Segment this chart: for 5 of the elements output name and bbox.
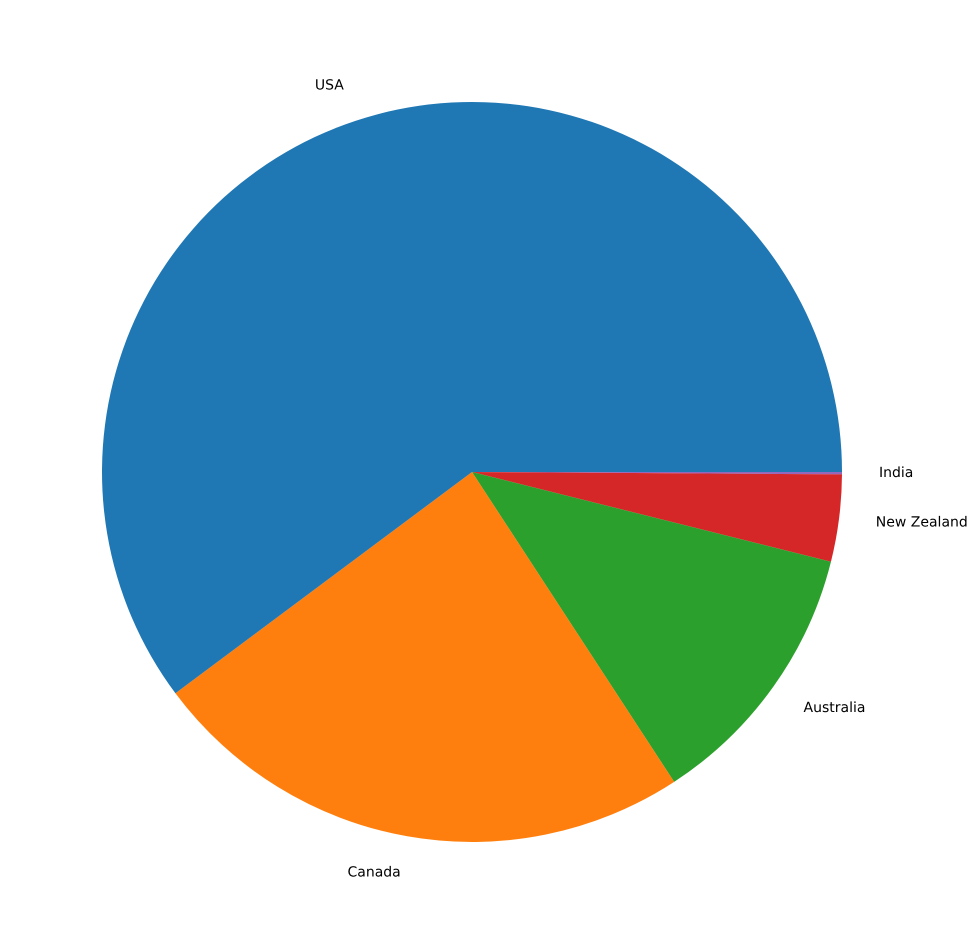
slice-label: Australia	[804, 700, 866, 716]
slice-label: USA	[314, 77, 344, 94]
slice-label: Canada	[347, 864, 401, 880]
slice-label: New Zealand	[876, 514, 968, 531]
slice-label: India	[879, 464, 914, 481]
